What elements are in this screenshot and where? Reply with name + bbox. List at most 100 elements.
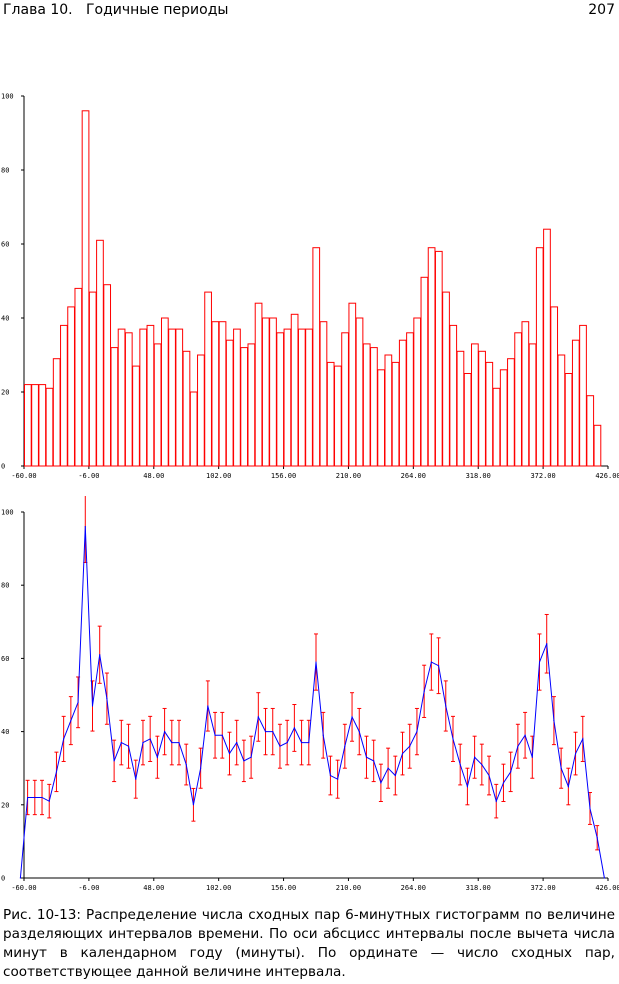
histogram-bar — [543, 228, 551, 467]
data-point — [264, 731, 267, 733]
data-point — [286, 741, 288, 744]
histogram-bar — [153, 343, 162, 467]
histogram-bar — [283, 328, 292, 467]
data-point — [236, 741, 238, 744]
histogram-bar — [60, 324, 68, 467]
histogram-bar — [427, 247, 436, 467]
histogram-bar — [398, 339, 407, 467]
y-tick-label: 60 — [1, 655, 9, 663]
data-point — [531, 756, 533, 758]
data-point — [560, 767, 562, 769]
y-tick-label: 20 — [1, 801, 9, 809]
histogram-bar — [593, 424, 602, 467]
x-tick-label: 102.00 — [206, 472, 231, 480]
y-tick-label: 100 — [1, 93, 14, 101]
x-tick-label: 372.00 — [530, 884, 555, 892]
histogram-bar — [456, 350, 465, 467]
y-tick-label: 20 — [1, 389, 9, 397]
x-tick-label: 48.00 — [143, 884, 164, 892]
histogram-bar — [499, 369, 508, 467]
data-point — [156, 756, 158, 758]
data-point — [207, 705, 209, 707]
histogram-bar — [413, 317, 422, 467]
histogram-bar — [434, 250, 443, 467]
histogram-bar — [160, 317, 169, 467]
data-point — [120, 741, 122, 744]
data-point — [423, 690, 425, 692]
histogram-bar — [564, 373, 573, 467]
data-point — [322, 734, 324, 736]
x-tick-label: 426.00 — [595, 884, 619, 892]
x-tick-label: -60.00 — [11, 884, 36, 892]
data-point — [55, 771, 58, 773]
histogram-bar — [218, 321, 227, 467]
histogram-bar — [189, 391, 198, 467]
data-point — [430, 661, 432, 663]
data-point — [192, 804, 195, 806]
data-point — [567, 785, 569, 788]
x-tick-label: 372.00 — [530, 472, 555, 480]
data-point — [459, 763, 461, 766]
x-tick-label: 318.00 — [466, 884, 491, 892]
x-tick-label: 264.00 — [401, 884, 426, 892]
data-point — [91, 705, 94, 707]
y-tick-label: 40 — [1, 728, 9, 736]
data-point — [142, 741, 144, 744]
histogram-bar — [557, 354, 566, 467]
histogram-bar — [478, 350, 486, 467]
x-tick-label: -60.00 — [11, 472, 36, 480]
data-point — [603, 877, 605, 879]
data-point — [34, 796, 36, 799]
histogram-bar — [319, 321, 328, 467]
histogram-bar — [124, 332, 133, 467]
x-tick-label: 102.00 — [206, 884, 231, 892]
data-point — [149, 738, 151, 740]
data-point — [538, 661, 541, 663]
data-point — [221, 734, 223, 736]
histogram-bar — [507, 358, 515, 467]
histogram-bar — [233, 328, 241, 467]
data-point — [337, 778, 339, 780]
data-point — [502, 782, 505, 784]
data-point — [135, 778, 137, 780]
histogram-bar — [384, 354, 393, 467]
histogram-bar — [290, 313, 299, 467]
histogram-bar — [88, 291, 97, 467]
histogram-bar — [38, 384, 47, 467]
data-point — [466, 785, 469, 788]
x-tick-label: 426.00 — [595, 472, 619, 480]
data-point — [589, 807, 591, 810]
data-point — [257, 716, 259, 718]
data-point — [437, 665, 440, 667]
histogram-bar — [211, 321, 220, 467]
histogram-bar — [471, 343, 479, 467]
histogram-bar — [81, 110, 90, 467]
data-point — [300, 741, 303, 744]
data-point — [19, 877, 21, 879]
data-point — [517, 745, 519, 747]
data-point — [409, 745, 411, 747]
y-tick-label: 0 — [1, 463, 5, 471]
histogram-chart: 0 20 40 60 80 100 -60.00 -6.00 48.00 102.00 156.00… — [1, 93, 619, 481]
histogram-bar — [579, 324, 587, 467]
data-point — [279, 745, 281, 747]
data-point — [365, 756, 368, 758]
histogram-bar — [341, 332, 349, 467]
data-point — [574, 752, 577, 755]
data-point — [510, 771, 512, 773]
data-point — [63, 738, 65, 740]
histogram-bar — [406, 332, 414, 467]
histogram-bar — [24, 384, 32, 467]
histogram-bar — [67, 306, 75, 467]
data-point — [127, 745, 130, 747]
data-point — [401, 752, 404, 755]
y-tick-label: 60 — [1, 241, 9, 249]
histogram-bar — [117, 328, 126, 467]
histogram-bar — [326, 361, 335, 467]
data-point — [474, 756, 476, 758]
histogram-bar — [355, 317, 364, 467]
data-point — [344, 745, 346, 747]
histogram-bar — [305, 328, 313, 467]
y-tick-label: 0 — [1, 875, 5, 883]
data-point — [113, 760, 115, 762]
